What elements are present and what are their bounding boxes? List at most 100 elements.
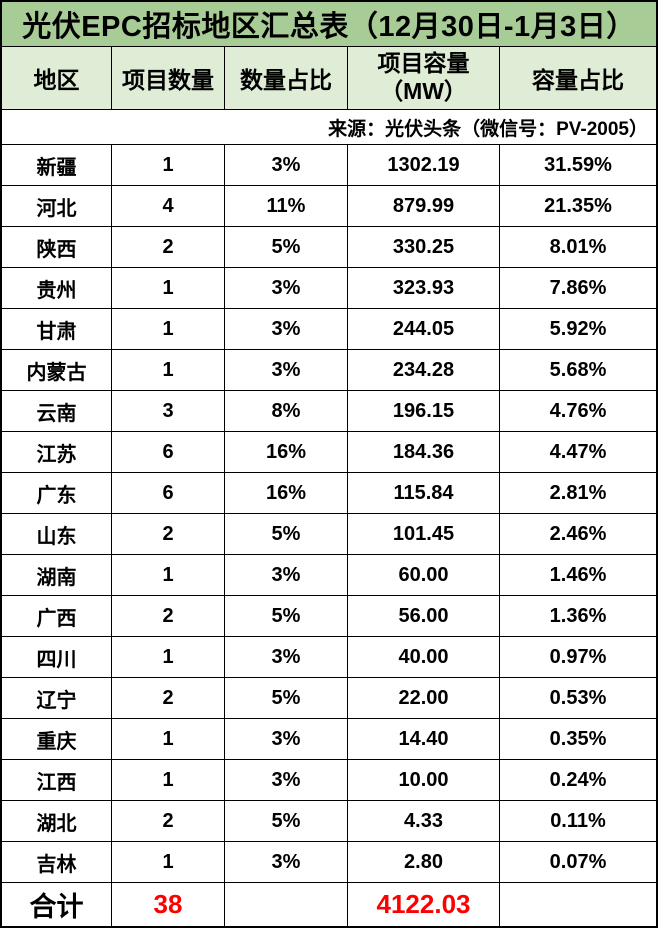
capacity-cell: 879.99 xyxy=(348,186,500,226)
table-row: 河北 4 11% 879.99 21.35% xyxy=(2,186,656,227)
column-header-project-count: 项目数量 xyxy=(112,47,225,109)
table-row: 广东 6 16% 115.84 2.81% xyxy=(2,473,656,514)
region-cell: 广东 xyxy=(2,473,112,513)
capacity-cell: 115.84 xyxy=(348,473,500,513)
project-count-cell: 6 xyxy=(112,473,225,513)
table-title: 光伏EPC招标地区汇总表（12月30日-1月3日） xyxy=(2,2,656,47)
total-capacity: 4122.03 xyxy=(348,883,500,926)
table-row: 湖南 1 3% 60.00 1.46% xyxy=(2,555,656,596)
capacity-share-cell: 4.47% xyxy=(549,440,607,463)
count-share-cell: 16% xyxy=(225,432,348,472)
count-share-cell: 3% xyxy=(225,637,348,677)
count-share-cell: 5% xyxy=(225,227,348,267)
capacity-cell: 2.80 xyxy=(348,842,500,882)
region-cell: 重庆 xyxy=(2,719,112,759)
capacity-cell: 10.00 xyxy=(348,760,500,800)
count-share-cell: 8% xyxy=(225,391,348,431)
table-row: 陕西 2 5% 330.25 8.01% xyxy=(2,227,656,268)
count-share-cell: 3% xyxy=(225,309,348,349)
count-share-cell: 5% xyxy=(225,514,348,554)
capacity-share-cell: 0.53% xyxy=(549,686,607,709)
capacity-cell: 244.05 xyxy=(348,309,500,349)
table-row: 云南 3 8% 196.15 4.76% xyxy=(2,391,656,432)
capacity-cell: 330.25 xyxy=(348,227,500,267)
region-cell: 云南 xyxy=(2,391,112,431)
capacity-share-cell: 0.24% xyxy=(549,768,607,791)
total-count: 38 xyxy=(112,883,225,926)
project-count-cell: 1 xyxy=(112,719,225,759)
table-row: 湖北 2 5% 4.33 0.11% xyxy=(2,801,656,842)
project-count-cell: 2 xyxy=(112,801,225,841)
table-row: 甘肃 1 3% 244.05 5.92% xyxy=(2,309,656,350)
count-share-cell: 16% xyxy=(225,473,348,513)
region-cell: 山东 xyxy=(2,514,112,554)
project-count-cell: 1 xyxy=(112,842,225,882)
table-row: 吉林 1 3% 2.80 0.07% xyxy=(2,842,656,883)
capacity-cell: 4.33 xyxy=(348,801,500,841)
project-count-cell: 1 xyxy=(112,309,225,349)
capacity-share-cell: 2.81% xyxy=(549,481,607,504)
capacity-share-cell: 5.68% xyxy=(549,358,607,381)
table-row: 新疆 1 3% 1302.19 31.59% xyxy=(2,145,656,186)
region-cell: 江苏 xyxy=(2,432,112,472)
capacity-cell: 14.40 xyxy=(348,719,500,759)
capacity-share-cell: 4.76% xyxy=(549,399,607,422)
capacity-cell: 101.45 xyxy=(348,514,500,554)
project-count-cell: 3 xyxy=(112,391,225,431)
table-row: 贵州 1 3% 323.93 7.86% xyxy=(2,268,656,309)
region-cell: 广西 xyxy=(2,596,112,636)
table-row: 江苏 6 16% 184.36 4.47% xyxy=(2,432,656,473)
column-header-count-share: 数量占比 xyxy=(225,47,348,109)
project-count-cell: 1 xyxy=(112,760,225,800)
region-cell: 内蒙古 xyxy=(2,350,112,390)
count-share-cell: 5% xyxy=(225,678,348,718)
capacity-cell: 60.00 xyxy=(348,555,500,595)
column-header-capacity-share: 容量占比 xyxy=(532,67,624,93)
capacity-share-cell: 31.59% xyxy=(544,153,612,176)
count-share-cell: 3% xyxy=(225,719,348,759)
region-cell: 甘肃 xyxy=(2,309,112,349)
count-share-cell: 3% xyxy=(225,145,348,185)
count-share-cell: 3% xyxy=(225,842,348,882)
capacity-cell: 56.00 xyxy=(348,596,500,636)
region-cell: 辽宁 xyxy=(2,678,112,718)
region-cell: 贵州 xyxy=(2,268,112,308)
capacity-cell: 1302.19 xyxy=(348,145,500,185)
project-count-cell: 1 xyxy=(112,268,225,308)
total-label: 合计 xyxy=(2,883,112,926)
count-share-cell: 3% xyxy=(225,268,348,308)
capacity-cell: 40.00 xyxy=(348,637,500,677)
region-cell: 四川 xyxy=(2,637,112,677)
region-cell: 河北 xyxy=(2,186,112,226)
capacity-share-cell: 1.36% xyxy=(549,604,607,627)
region-cell: 湖南 xyxy=(2,555,112,595)
project-count-cell: 1 xyxy=(112,555,225,595)
table-row: 四川 1 3% 40.00 0.97% xyxy=(2,637,656,678)
region-cell: 湖北 xyxy=(2,801,112,841)
capacity-share-cell: 0.11% xyxy=(550,809,606,832)
count-share-cell: 5% xyxy=(225,801,348,841)
column-header-capacity-line2: （MW） xyxy=(380,78,467,104)
capacity-cell: 323.93 xyxy=(348,268,500,308)
capacity-share-cell: 8.01% xyxy=(549,235,607,258)
project-count-cell: 2 xyxy=(112,596,225,636)
capacity-cell: 196.15 xyxy=(348,391,500,431)
table-row: 山东 2 5% 101.45 2.46% xyxy=(2,514,656,555)
capacity-share-cell: 0.97% xyxy=(549,645,607,668)
capacity-share-cell: 1.46% xyxy=(549,563,607,586)
project-count-cell: 2 xyxy=(112,678,225,718)
count-share-cell: 3% xyxy=(225,350,348,390)
source-note: 来源：光伏头条（微信号：PV-2005） xyxy=(2,110,656,145)
project-count-cell: 1 xyxy=(112,350,225,390)
capacity-share-cell: 0.35% xyxy=(549,727,607,750)
count-share-cell: 11% xyxy=(225,186,348,226)
table-row: 内蒙古 1 3% 234.28 5.68% xyxy=(2,350,656,391)
project-count-cell: 4 xyxy=(112,186,225,226)
region-cell: 江西 xyxy=(2,760,112,800)
table-row: 广西 2 5% 56.00 1.36% xyxy=(2,596,656,637)
count-share-cell: 5% xyxy=(225,596,348,636)
capacity-cell: 184.36 xyxy=(348,432,500,472)
count-share-cell: 3% xyxy=(225,555,348,595)
total-capacity-share-empty xyxy=(500,883,656,926)
